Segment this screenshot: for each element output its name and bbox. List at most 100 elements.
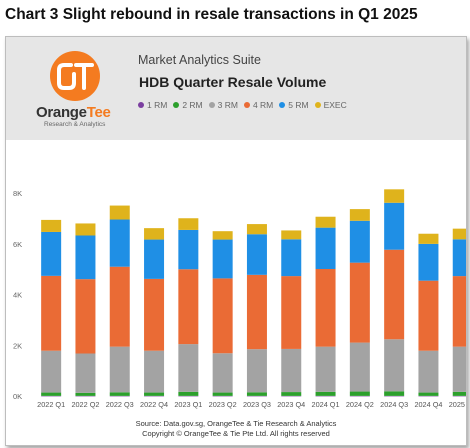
bar-segment	[75, 223, 96, 236]
bar-segment	[281, 239, 302, 277]
bar-segment	[384, 189, 405, 203]
bar-segment	[75, 392, 96, 396]
chart-card: OrangeTee Research & Analytics Market An…	[5, 36, 467, 446]
bar-segment	[349, 209, 370, 221]
source-line: Source: Data.gov.sg, OrangeTee & Tie Res…	[135, 419, 337, 428]
bar-segment	[315, 391, 336, 396]
legend-item: 3 RM	[208, 100, 238, 110]
bar-segment	[315, 395, 336, 397]
bar-segment	[178, 395, 199, 397]
bar-segment	[178, 344, 199, 392]
bar-segment	[246, 395, 267, 397]
bar-segment	[75, 279, 96, 354]
bar-segment	[109, 266, 130, 347]
bar-segment	[212, 239, 233, 279]
bar-segment	[452, 391, 466, 396]
chart-title: HDB Quarter Resale Volume	[139, 74, 327, 90]
bar-segment	[41, 395, 62, 397]
bar-segment	[41, 350, 62, 393]
y-tick-label: 8K	[13, 189, 22, 198]
bar-segment	[246, 234, 267, 275]
bar-segment	[75, 235, 96, 280]
legend-marker	[138, 102, 144, 108]
bar-segment	[281, 395, 302, 397]
legend-item: 5 RM	[279, 100, 309, 110]
x-tick-label: 2023 Q1	[174, 400, 202, 409]
x-tick-label: 2024 Q1	[312, 400, 340, 409]
bar-segment	[144, 228, 165, 240]
bar-segment	[384, 395, 405, 397]
chart-plot: 0K 2K 4K 6K 8K 2022 Q1 2022 Q2 2022 Q3 2022 Q4 20…	[13, 189, 466, 409]
bar-segment	[281, 348, 302, 393]
bar-segment	[349, 220, 370, 263]
logo-wordmark-accent: Tee	[86, 104, 111, 121]
legend-label: 5 RM	[288, 100, 309, 110]
bar-segment	[109, 205, 130, 220]
bar-segment	[178, 391, 199, 396]
bar-segment	[144, 239, 165, 279]
legend-marker	[279, 102, 286, 108]
bar-segment	[452, 346, 466, 392]
bar-segment	[349, 395, 370, 397]
suite-name: Market Analytics Suite	[138, 53, 261, 67]
legend-label: 3 RM	[217, 100, 238, 110]
x-tick-label: 2022 Q2	[71, 400, 99, 409]
bar-segment	[349, 262, 370, 343]
bar-segment	[315, 269, 336, 347]
x-tick-label: 2024 Q4	[414, 400, 442, 409]
x-tick-label: 2022 Q1	[37, 400, 65, 409]
bar-segment	[349, 342, 370, 392]
legend-marker	[243, 102, 250, 108]
bar-segment	[144, 395, 165, 397]
x-tick-label: 2024 Q2	[346, 400, 374, 409]
bar-segment	[452, 239, 466, 277]
legend-label: 2 RM	[182, 100, 203, 110]
bar-segment	[109, 346, 130, 393]
bar-segment	[315, 346, 336, 392]
x-tick-label: 2023 Q4	[277, 400, 305, 409]
bar-segment	[281, 276, 302, 349]
bar-segment	[75, 353, 96, 393]
legend-item: 2 RM	[173, 100, 203, 110]
bar-segment	[109, 219, 130, 267]
legend-item: 1 RM	[138, 100, 167, 110]
bar-segment	[384, 202, 405, 250]
bar-segment	[452, 395, 466, 397]
bar-segment	[281, 230, 302, 240]
x-tick-label: 2022 Q3	[106, 400, 134, 409]
bar-segment	[178, 269, 199, 345]
legend-item: EXEC	[314, 100, 347, 110]
bar-segment	[349, 391, 370, 396]
bar-segment	[246, 392, 267, 396]
legend-label: 4 RM	[252, 100, 274, 110]
bar-segment	[109, 395, 130, 397]
logo-wordmark-part: Orange	[36, 104, 87, 121]
y-tick-label: 2K	[13, 341, 22, 350]
bar-segment	[418, 350, 439, 393]
bar-segment	[75, 395, 96, 397]
bar-segment	[315, 227, 336, 269]
bar-segment	[384, 249, 405, 340]
y-tick-label: 4K	[13, 291, 22, 300]
bar-segment	[212, 392, 233, 396]
x-tick-label: 2023 Q2	[209, 400, 237, 409]
bar-segment	[178, 218, 199, 230]
y-tick-label: 6K	[13, 240, 22, 249]
legend-marker	[314, 102, 321, 108]
x-tick-label: 2024 Q3	[380, 400, 408, 409]
bar-segment	[384, 391, 405, 396]
bar-segment	[144, 350, 165, 393]
orangetee-logo-icon	[50, 51, 100, 101]
bar-segment	[212, 231, 233, 240]
bar-segment	[178, 229, 199, 270]
bar-segment	[418, 392, 439, 396]
legend-item: 4 RM	[243, 100, 274, 110]
x-tick-label: 2022 Q4	[140, 400, 168, 409]
bar-segment	[212, 353, 233, 393]
bar-segment	[212, 395, 233, 397]
bar-segment	[418, 243, 439, 281]
bar-segment	[246, 349, 267, 393]
bar-segment	[418, 233, 439, 244]
chart-legend: 1 RM 2 RM 3 RM 4 RM 5 RM EXEC	[138, 99, 353, 111]
x-tick-label: 2025 Q1	[449, 400, 466, 409]
